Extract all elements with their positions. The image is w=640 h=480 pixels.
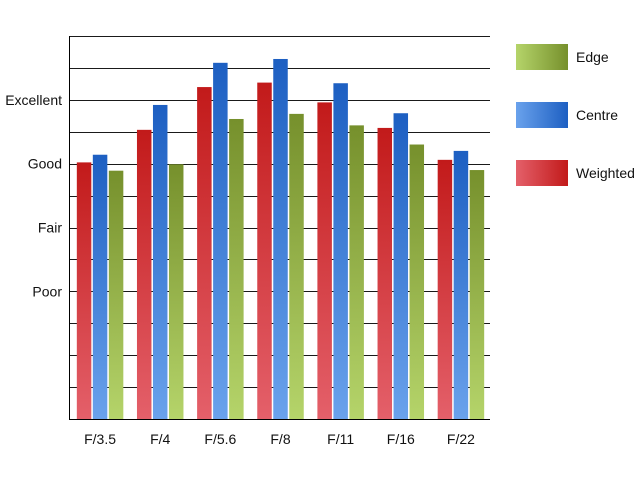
y-tick-label-poor: Poor	[32, 283, 62, 299]
legend-label-weighted: Weighted	[576, 165, 635, 181]
x-tick-label-f-8: F/8	[270, 431, 290, 447]
bar-weighted-f-3-5	[76, 162, 92, 419]
bar-centre-f-8	[273, 58, 288, 419]
bar-weighted-f-8	[257, 82, 272, 420]
bar-edge-f-3-5	[108, 170, 124, 419]
bar-centre-f-16	[393, 113, 409, 419]
bar-edge-f-5-6	[229, 118, 244, 419]
legend-item-centre: Centre	[516, 102, 640, 128]
bar-centre-f-11	[333, 83, 348, 419]
bar-edge-f-22	[469, 170, 485, 419]
legend-swatch-centre	[516, 102, 568, 128]
axes	[69, 36, 490, 420]
bar-weighted-f-11	[317, 102, 332, 420]
x-tick-label-f-16: F/16	[387, 431, 415, 447]
bars	[76, 58, 485, 420]
bar-centre-f-22	[453, 150, 469, 419]
bar-centre-f-3-5	[92, 154, 108, 420]
y-tick-label-fair: Fair	[38, 220, 62, 236]
legend-label-centre: Centre	[576, 107, 619, 123]
legend-swatch-weighted	[516, 160, 568, 186]
bar-edge-f-16	[409, 144, 425, 419]
legend-label-edge: Edge	[576, 49, 609, 65]
legend-item-edge: Edge	[516, 44, 640, 70]
x-tick-label-f-4: F/4	[150, 431, 170, 447]
legend-swatch-edge	[516, 44, 568, 70]
legend-item-weighted: Weighted	[516, 160, 640, 186]
bar-edge-f-8	[289, 113, 304, 420]
bar-weighted-f-22	[437, 159, 453, 419]
y-tick-labels: Poor Fair Good Excellent	[5, 92, 62, 300]
y-tick-label-excellent: Excellent	[5, 92, 62, 108]
x-tick-labels: F/3.5 F/4 F/5.6 F/8 F/11 F/16 F/22	[84, 431, 475, 447]
x-tick-label-f-22: F/22	[447, 431, 475, 447]
bar-edge-f-4	[168, 164, 184, 419]
bar-centre-f-5-6	[213, 62, 228, 420]
bar-weighted-f-5-6	[197, 87, 212, 420]
bar-weighted-f-4	[136, 129, 152, 419]
x-tick-label-f-11: F/11	[327, 431, 354, 447]
bar-edge-f-11	[349, 125, 364, 419]
x-tick-label-f-5-6: F/5.6	[204, 431, 236, 447]
y-tick-label-good: Good	[28, 156, 62, 172]
bar-weighted-f-16	[377, 127, 393, 420]
bar-centre-f-4	[152, 104, 168, 419]
x-tick-label-f-3-5: F/3.5	[84, 431, 116, 447]
